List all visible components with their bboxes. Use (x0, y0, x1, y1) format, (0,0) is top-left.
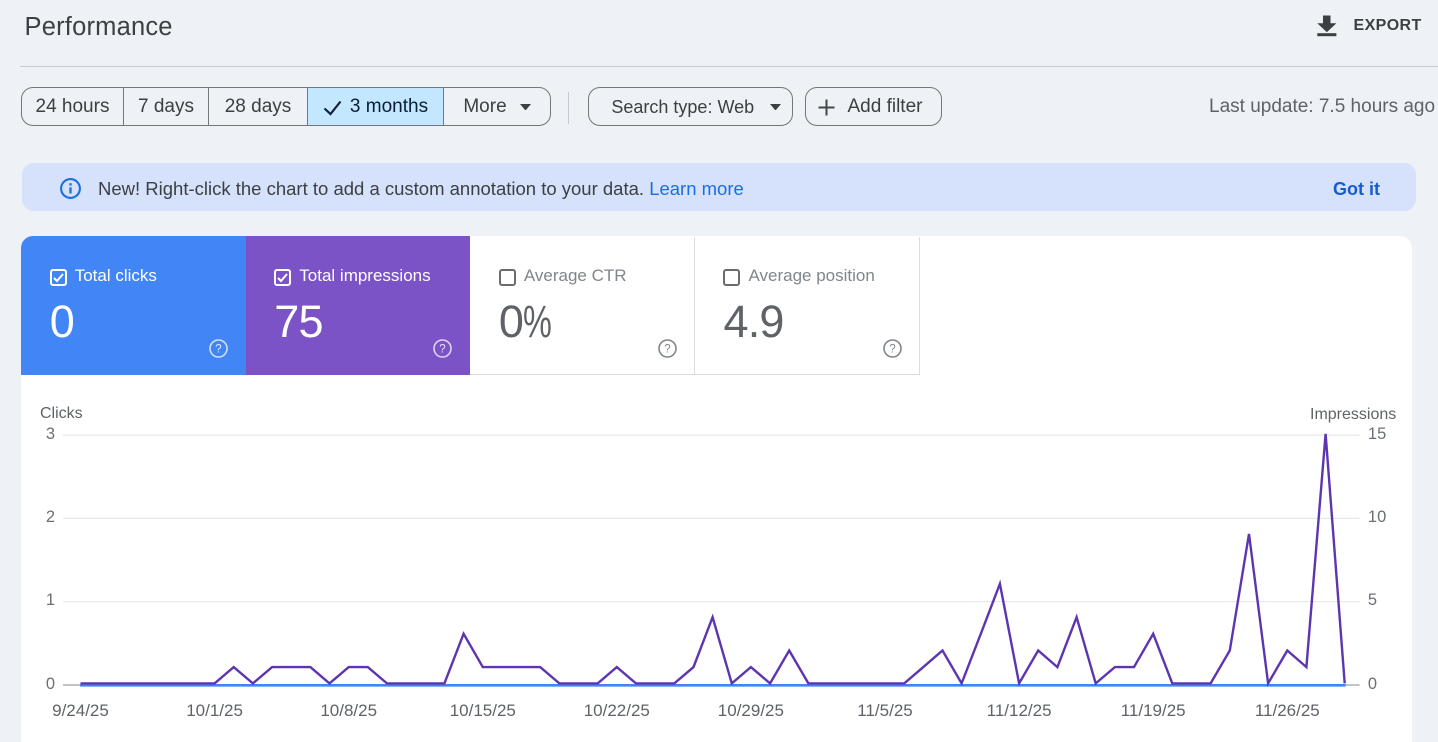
svg-text:?: ? (440, 344, 446, 356)
svg-text:?: ? (215, 344, 221, 356)
svg-text:?: ? (889, 344, 895, 356)
svg-text:?: ? (664, 344, 670, 356)
